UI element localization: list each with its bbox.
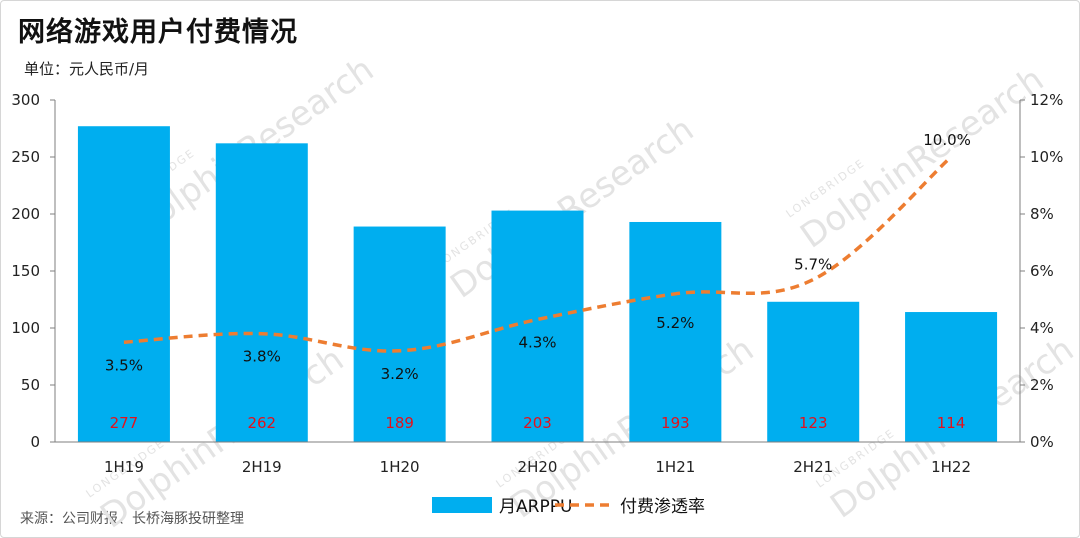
rate-value-label: 5.7% xyxy=(794,256,832,274)
x-tick-label: 1H21 xyxy=(655,458,695,476)
left-tick-label: 0 xyxy=(30,433,40,451)
right-tick-label: 8% xyxy=(1030,205,1054,223)
bar xyxy=(215,143,308,442)
bar-value-label: 123 xyxy=(799,414,828,432)
x-tick-label: 1H20 xyxy=(380,458,420,476)
chart-title: 网络游戏用户付费情况 xyxy=(18,17,298,48)
x-axis-ticks: 1H19 2H19 1H20 2H20 1H21 2H21 1H22 xyxy=(104,458,971,476)
legend-bar-label: 月ARPPU xyxy=(499,497,572,517)
rate-value-label: 4.3% xyxy=(518,333,556,351)
right-tick-label: 6% xyxy=(1030,262,1054,280)
left-tick-label: 100 xyxy=(11,319,40,337)
x-tick-label: 1H22 xyxy=(931,458,971,476)
bar-value-label: 203 xyxy=(523,414,552,432)
rate-value-label: 3.8% xyxy=(243,348,281,366)
x-tick-label: 2H19 xyxy=(242,458,282,476)
axes xyxy=(54,100,1021,443)
bar xyxy=(353,226,446,442)
rate-value-label: 3.2% xyxy=(381,365,419,383)
right-tick-label: 4% xyxy=(1030,319,1054,337)
bar xyxy=(905,312,998,442)
rate-value-label: 10.0% xyxy=(923,131,971,149)
rate-value-label: 3.5% xyxy=(105,356,143,374)
legend-line-label: 付费渗透率 xyxy=(620,497,705,517)
bar-value-label: 114 xyxy=(937,414,966,432)
x-tick-label: 2H21 xyxy=(793,458,833,476)
rate-value-labels: 3.5% 3.8% 3.2% 4.3% 5.2% 5.7% 10.0% xyxy=(105,131,971,383)
right-tick-label: 12% xyxy=(1030,91,1063,109)
rate-value-label: 5.2% xyxy=(656,314,694,332)
left-axis-ticks: 0 50 100 150 200 250 300 xyxy=(11,91,55,451)
bar-value-label: 193 xyxy=(661,414,690,432)
bar-series xyxy=(77,126,998,442)
source-note: 来源：公司财报、长桥海豚投研整理 xyxy=(20,511,244,527)
x-tick-label: 2H20 xyxy=(518,458,558,476)
unit-label: 单位：元人民币/月 xyxy=(24,60,150,78)
left-tick-label: 50 xyxy=(21,376,40,394)
left-tick-label: 150 xyxy=(11,262,40,280)
bar-value-label: 262 xyxy=(247,414,276,432)
left-tick-label: 250 xyxy=(11,148,40,166)
right-axis-ticks: 0% 2% 4% 6% 8% 10% 12% xyxy=(1020,91,1063,451)
left-tick-label: 200 xyxy=(11,205,40,223)
legend-bar-swatch xyxy=(432,497,492,513)
x-tick-label: 1H19 xyxy=(104,458,144,476)
right-tick-label: 0% xyxy=(1030,433,1054,451)
legend: 月ARPPU 付费渗透率 xyxy=(432,497,705,517)
rate-series-line xyxy=(123,155,953,353)
bar xyxy=(767,301,860,442)
bar xyxy=(491,210,584,442)
watermark-name: DolphinResearch xyxy=(793,59,1051,256)
bar xyxy=(629,221,722,442)
right-tick-label: 10% xyxy=(1030,148,1063,166)
left-tick-label: 300 xyxy=(11,91,40,109)
right-tick-label: 2% xyxy=(1030,376,1054,394)
bar-value-label: 277 xyxy=(110,414,139,432)
bar-value-labels: 277 262 189 203 193 123 114 xyxy=(110,414,966,432)
bar xyxy=(77,126,170,442)
bar-value-label: 189 xyxy=(385,414,414,432)
